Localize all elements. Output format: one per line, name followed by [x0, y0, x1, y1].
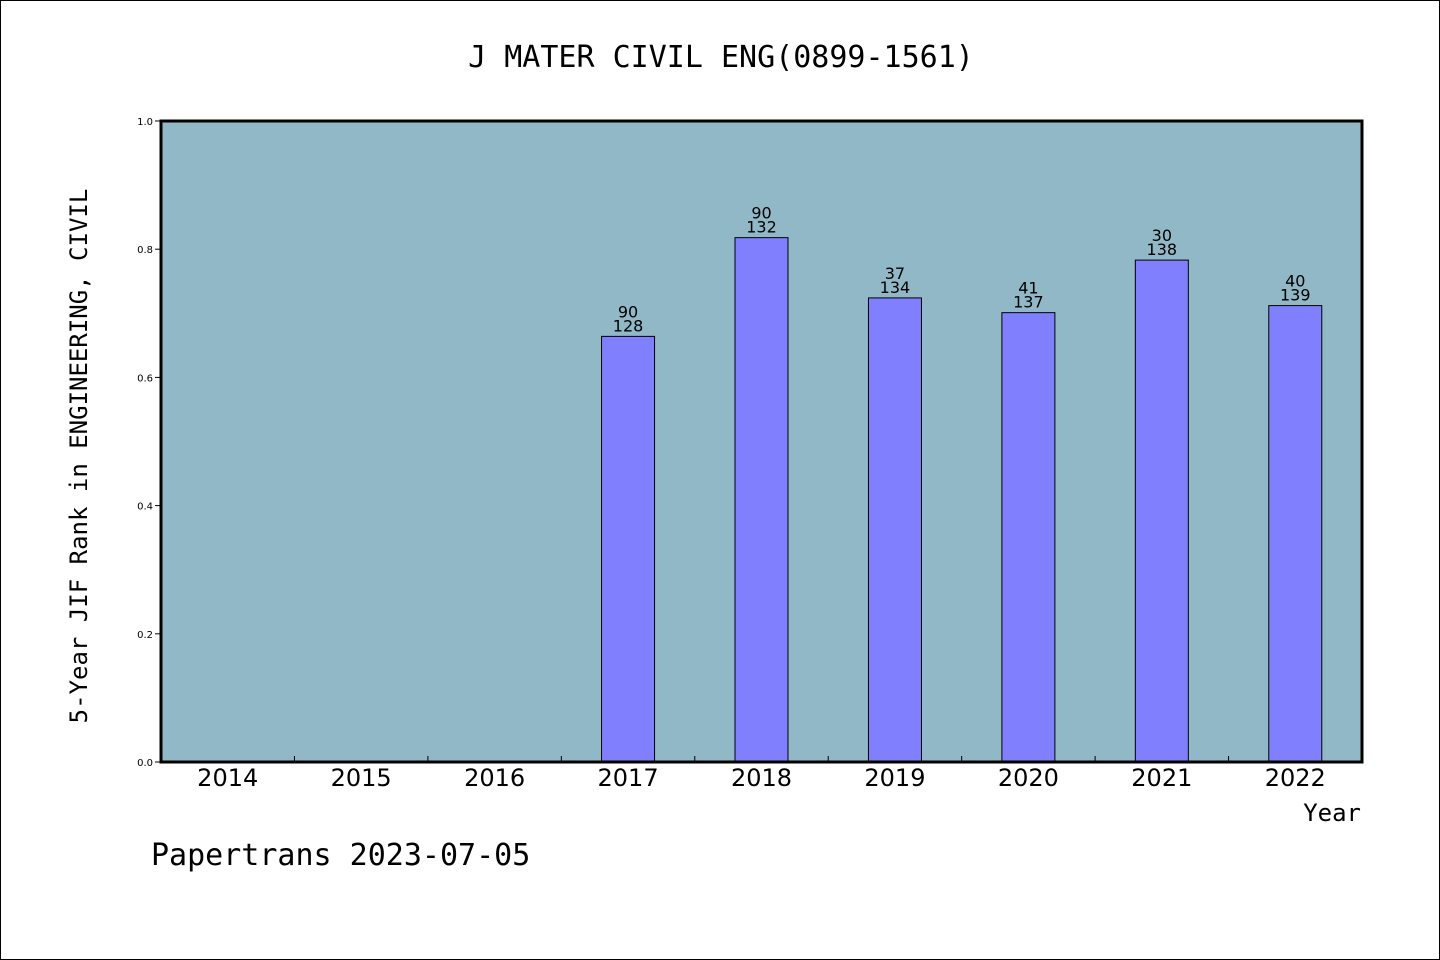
chart-title: J MATER CIVIL ENG(0899-1561) — [468, 40, 974, 75]
bar-total-label: 137 — [1013, 293, 1044, 312]
x-tick-label: 2016 — [464, 764, 525, 792]
x-tick-label: 2014 — [197, 764, 258, 792]
bar-rank-label: 40 — [1285, 272, 1305, 291]
y-tick-label: 0.8 — [137, 245, 153, 256]
y-tick-label: 1.0 — [137, 117, 153, 128]
x-tick-label: 2018 — [731, 764, 792, 792]
plot-border — [159, 119, 1364, 764]
bar-total-label: 132 — [746, 218, 777, 237]
bar-rank-label: 90 — [618, 302, 638, 321]
bar-2021 — [1134, 259, 1189, 763]
bar-total-label: 128 — [613, 316, 644, 335]
bar-2022 — [1268, 305, 1323, 763]
footer-text: Papertrans 2023-07-05 — [151, 838, 530, 873]
bar-total-label: 138 — [1147, 240, 1178, 259]
ticks-layer: 0.0 0.2 0.4 0.6 0.8 1.0 2014 2015 2016 2017 2018 20… — [137, 117, 1326, 792]
x-tick-label: 2020 — [998, 764, 1059, 792]
bar-2018 — [734, 237, 789, 763]
bar-2017 — [601, 335, 656, 763]
x-tick-label: 2021 — [1131, 764, 1192, 792]
bar-2020 — [1001, 312, 1056, 763]
x-tick-label: 2022 — [1265, 764, 1326, 792]
y-tick-label: 0.0 — [137, 758, 153, 769]
bar-rank-label: 37 — [885, 264, 905, 283]
x-tick-label: 2017 — [598, 764, 659, 792]
y-tick-label: 0.2 — [137, 630, 153, 641]
x-tick-label: 2015 — [331, 764, 392, 792]
x-tick-label: 2019 — [864, 764, 925, 792]
y-tick-label: 0.4 — [137, 502, 153, 513]
bar-2019 — [867, 297, 922, 763]
bar-total-label: 134 — [880, 278, 911, 297]
bar-rank-label: 30 — [1152, 226, 1172, 245]
bar-total-label: 139 — [1280, 286, 1311, 305]
y-axis-label: 5-Year JIF Rank in ENGINEERING, CIVIL — [65, 189, 93, 724]
x-axis-label: Year — [1303, 799, 1361, 827]
y-tick-label: 0.6 — [137, 373, 153, 384]
bar-rank-label: 90 — [751, 204, 771, 223]
bar-rank-label: 41 — [1018, 279, 1038, 298]
